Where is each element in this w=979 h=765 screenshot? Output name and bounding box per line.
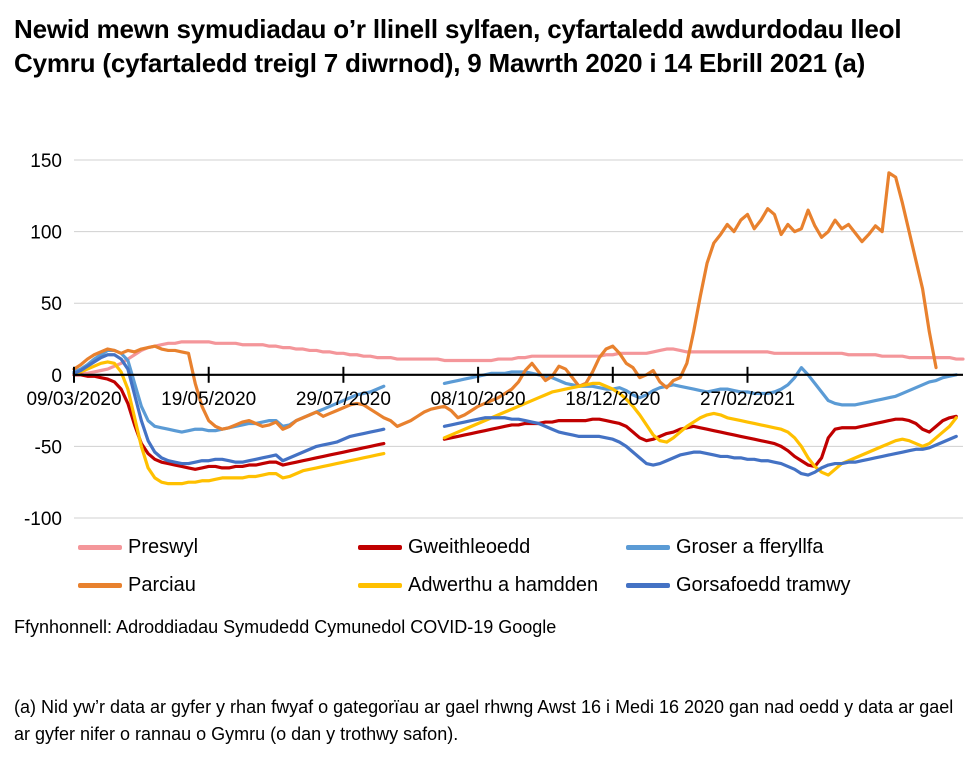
source-note: Ffynhonnell: Adroddiadau Symudedd Cymune… (14, 617, 557, 637)
y-axis-tick-labels: -100 -50 0 50 100 150 (24, 151, 62, 530)
legend-label-gweithleoedd: Gweithleoedd (408, 535, 531, 558)
series-line (72, 353, 958, 477)
svg-text:-50: -50 (35, 437, 62, 458)
legend-label-preswyl: Preswyl (128, 535, 199, 558)
legend-swatch-parciau (78, 582, 122, 588)
svg-text:100: 100 (30, 223, 62, 244)
svg-text:19/05/2020: 19/05/2020 (161, 389, 256, 410)
legend-swatch-gorsafoedd-tramwy (626, 582, 670, 588)
legend-row-1: Preswyl Gweithleoedd Groser a fferyllfa (78, 528, 968, 566)
svg-text:08/10/2020: 08/10/2020 (431, 389, 526, 410)
legend-item-parciau[interactable]: Parciau (78, 574, 358, 597)
series-line (72, 360, 958, 486)
svg-text:-100: -100 (24, 509, 62, 530)
series-line (72, 171, 938, 431)
legend-item-groser-a-fferyllfa[interactable]: Groser a fferyllfa (626, 536, 926, 559)
legend-item-preswyl[interactable]: Preswyl (78, 536, 358, 559)
legend-label-groser-a-fferyllfa: Groser a fferyllfa (676, 535, 824, 558)
svg-text:150: 150 (30, 151, 62, 172)
chart-legend: Preswyl Gweithleoedd Groser a fferyllfa … (78, 528, 968, 604)
legend-swatch-preswyl (78, 544, 122, 550)
page-title: Newid mewn symudiadau o’r llinell sylfae… (14, 14, 902, 79)
legend-label-parciau: Parciau (128, 573, 196, 596)
data-series-group (72, 171, 965, 486)
svg-text:09/03/2020: 09/03/2020 (26, 389, 121, 410)
legend-label-adwerthu-a-hamdden: Adwerthu a hamdden (408, 573, 599, 596)
svg-text:18/12/2020: 18/12/2020 (565, 389, 660, 410)
series-line (72, 340, 965, 375)
legend-swatch-gweithleoedd (358, 544, 402, 550)
chart-plot-area: -100 -50 0 50 100 150 09/03/2020 19/05/2020 29/… (0, 150, 979, 530)
legend-item-adwerthu-a-hamdden[interactable]: Adwerthu a hamdden (358, 574, 626, 597)
legend-swatch-groser-a-fferyllfa (626, 544, 670, 550)
svg-text:0: 0 (51, 366, 62, 387)
gridlines (74, 159, 963, 519)
chart-svg: -100 -50 0 50 100 150 09/03/2020 19/05/2020 29/… (24, 151, 965, 530)
legend-item-gweithleoedd[interactable]: Gweithleoedd (358, 536, 626, 559)
series-line (72, 373, 958, 471)
legend-swatch-adwerthu-a-hamdden (358, 582, 402, 588)
legend-row-2: Parciau Adwerthu a hamdden Gorsafoedd tr… (78, 566, 968, 604)
footnote: (a) Nid yw’r data ar gyfer y rhan fwyaf … (14, 697, 954, 745)
svg-text:27/02/2021: 27/02/2021 (700, 389, 795, 410)
legend-label-gorsafoedd-tramwy: Gorsafoedd tramwy (676, 573, 851, 596)
svg-text:50: 50 (41, 294, 62, 315)
x-axis-tick-marks (73, 366, 749, 383)
x-axis-tick-labels: 09/03/2020 19/05/2020 29/07/2020 08/10/2020… (26, 389, 795, 410)
legend-item-gorsafoedd-tramwy[interactable]: Gorsafoedd tramwy (626, 574, 926, 597)
svg-text:29/07/2020: 29/07/2020 (296, 389, 391, 410)
